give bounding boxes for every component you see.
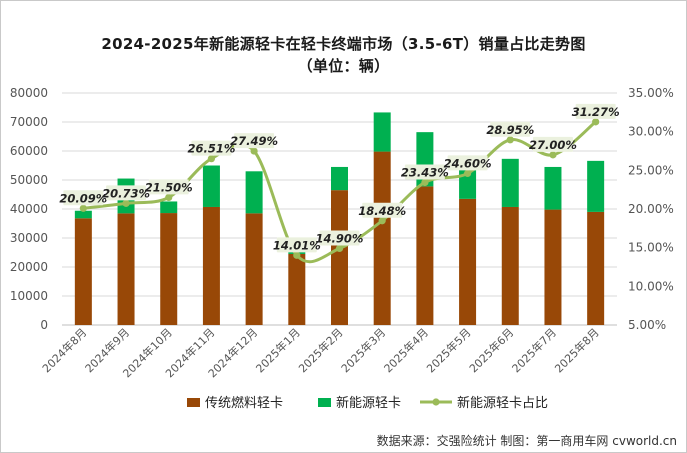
x-tick-label: 2025年6月 xyxy=(466,325,516,375)
legend-marker-share xyxy=(432,398,440,406)
data-label-bg xyxy=(490,121,531,137)
chart-subtitle: （单位：辆） xyxy=(297,57,390,75)
bar-new-energy xyxy=(245,171,263,214)
data-label-bg xyxy=(276,237,317,253)
y2-tick-label: 25.00% xyxy=(628,163,674,177)
share-marker xyxy=(421,178,429,187)
bar-new-energy xyxy=(587,160,605,212)
bar-new-energy xyxy=(331,166,348,191)
data-label: 27.00% xyxy=(529,138,577,152)
y2-tick-label: 10.00% xyxy=(628,279,674,293)
data-label: 31.27% xyxy=(572,105,620,119)
bar-new-energy xyxy=(544,166,562,210)
x-tick-label: 2025年5月 xyxy=(423,325,473,375)
bar-traditional xyxy=(202,206,220,325)
data-label: 20.09% xyxy=(59,191,107,205)
data-label-bg xyxy=(106,185,147,201)
x-tick-label: 2025年7月 xyxy=(509,325,559,375)
bar-new-energy xyxy=(74,210,92,219)
y-tick-label: 60000 xyxy=(10,144,48,158)
share-marker xyxy=(165,193,173,201)
bar-traditional xyxy=(74,218,92,325)
legend-label-new-energy: 新能源轻卡 xyxy=(336,395,401,411)
y-tick-label: 20000 xyxy=(10,260,48,274)
x-tick-label: 2025年4月 xyxy=(381,325,431,375)
share-marker xyxy=(207,155,216,163)
data-label: 23.43% xyxy=(401,165,449,179)
legend-swatch-new-energy xyxy=(318,398,331,407)
bar-traditional xyxy=(331,190,348,325)
y-tick-label: 0 xyxy=(40,318,48,332)
data-label-bg xyxy=(575,103,616,119)
data-label-bg xyxy=(63,190,104,206)
x-tick-label: 2025年1月 xyxy=(253,325,303,375)
data-label: 27.49% xyxy=(230,134,278,148)
y-tick-label: 80000 xyxy=(10,86,48,100)
y2-tick-label: 30.00% xyxy=(628,125,674,139)
data-label-bg xyxy=(319,230,360,246)
legend-label-traditional: 传统燃料轻卡 xyxy=(205,395,283,411)
y-tick-label: 10000 xyxy=(10,289,48,303)
bar-new-energy xyxy=(501,158,519,207)
share-marker xyxy=(592,118,600,126)
source-note: 数据来源：交强险统计 制图：第一商用车网 cvworld.cn xyxy=(376,434,677,448)
y-tick-label: 30000 xyxy=(10,231,48,245)
legend-label-share: 新能源轻卡占比 xyxy=(457,395,548,411)
share-marker xyxy=(293,251,301,259)
y-tick-label: 40000 xyxy=(10,202,48,216)
bar-traditional xyxy=(416,186,434,325)
bar-traditional xyxy=(288,253,306,325)
data-label: 14.90% xyxy=(316,231,364,245)
bar-traditional xyxy=(245,213,263,325)
share-marker xyxy=(549,151,557,159)
y2-tick-label: 5.00% xyxy=(628,318,666,332)
x-tick-label: 2024年8月 xyxy=(39,325,89,375)
share-marker xyxy=(335,244,344,253)
bar-traditional xyxy=(459,198,477,325)
data-label-bg xyxy=(362,202,403,218)
data-label-bg xyxy=(447,155,488,171)
data-label: 28.95% xyxy=(486,123,534,137)
x-tick-label: 2025年3月 xyxy=(338,325,388,375)
data-label: 14.01% xyxy=(273,238,321,252)
data-label-bg xyxy=(191,140,232,156)
bar-traditional xyxy=(373,151,391,325)
x-tick-label: 2025年2月 xyxy=(295,325,345,375)
data-label-bg xyxy=(148,179,189,195)
y-tick-label: 70000 xyxy=(10,115,48,129)
bar-traditional xyxy=(587,211,605,325)
bar-traditional xyxy=(544,209,562,325)
share-marker xyxy=(250,147,258,155)
share-marker xyxy=(122,199,130,207)
data-label: 18.48% xyxy=(358,204,406,218)
data-label-bg xyxy=(532,136,573,152)
share-marker xyxy=(506,136,514,144)
y2-tick-label: 15.00% xyxy=(628,241,674,255)
bar-traditional xyxy=(501,206,519,325)
share-marker xyxy=(378,217,386,225)
y-tick-label: 50000 xyxy=(10,173,48,187)
data-label: 20.73% xyxy=(102,186,150,200)
share-marker xyxy=(79,204,87,212)
bar-new-energy xyxy=(373,112,391,152)
bar-new-energy xyxy=(202,165,220,207)
data-label: 26.51% xyxy=(187,142,235,156)
data-label-bg xyxy=(234,133,275,149)
data-label: 21.50% xyxy=(145,180,193,194)
legend-swatch-traditional xyxy=(187,398,200,407)
data-label: 24.60% xyxy=(444,156,492,170)
bar-traditional xyxy=(117,213,135,325)
chart-title: 2024-2025年新能源轻卡在轻卡终端市场（3.5-6T）销量占比走势图 xyxy=(101,35,586,53)
y2-tick-label: 35.00% xyxy=(628,86,674,100)
bar-traditional xyxy=(160,213,178,325)
bar-new-energy xyxy=(160,201,178,214)
y2-tick-label: 20.00% xyxy=(628,202,674,216)
x-tick-label: 2025年8月 xyxy=(552,325,602,375)
share-marker xyxy=(463,169,472,178)
data-label-bg xyxy=(404,164,445,180)
